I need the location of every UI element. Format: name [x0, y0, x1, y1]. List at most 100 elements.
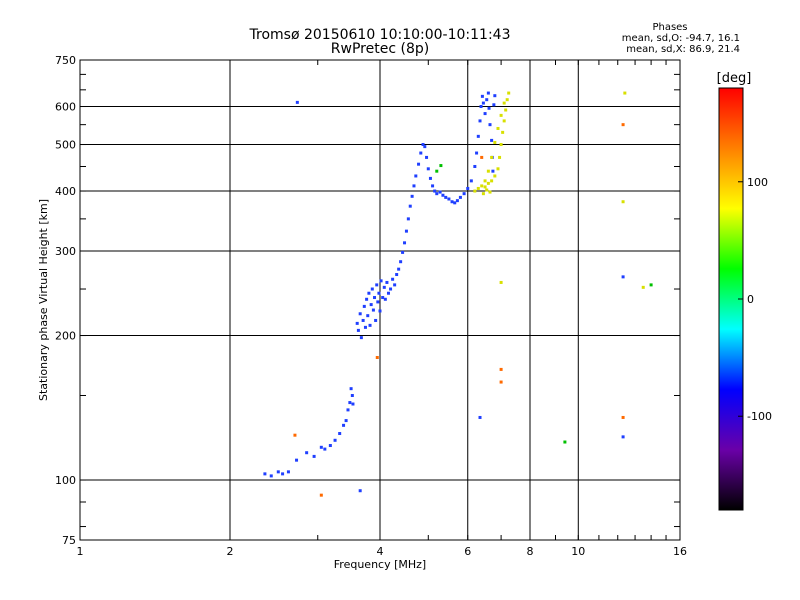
- data-point: [493, 174, 497, 178]
- grid-lines: [80, 60, 680, 540]
- data-point: [323, 447, 327, 451]
- data-point: [481, 101, 485, 105]
- data-point: [375, 355, 379, 359]
- data-point: [404, 229, 408, 233]
- data-point: [486, 169, 490, 173]
- data-point: [649, 283, 653, 287]
- data-point: [483, 179, 487, 183]
- data-point: [373, 296, 377, 300]
- data-point: [423, 145, 427, 149]
- data-point: [493, 94, 497, 98]
- data-point: [425, 155, 429, 159]
- data-point: [498, 155, 502, 159]
- data-point: [502, 101, 506, 105]
- phase-stats: Phases mean, sd,O: -94.7, 16.1 mean, sd,…: [540, 22, 740, 55]
- y-tick-label: 400: [55, 185, 76, 198]
- data-point: [473, 189, 477, 193]
- y-tick-label: 500: [55, 139, 76, 152]
- data-point: [504, 108, 508, 112]
- data-point: [286, 470, 290, 474]
- data-point: [344, 419, 348, 423]
- data-point: [401, 250, 405, 254]
- data-point: [469, 179, 473, 183]
- data-point: [438, 190, 442, 194]
- data-point: [481, 192, 485, 196]
- data-point: [476, 186, 480, 190]
- data-point: [374, 318, 378, 322]
- data-point: [450, 200, 454, 204]
- data-point: [490, 155, 494, 159]
- data-point: [492, 103, 496, 107]
- data-point: [444, 195, 448, 199]
- data-point: [458, 195, 462, 199]
- data-point: [342, 423, 346, 427]
- data-point: [293, 433, 297, 437]
- data-point: [348, 401, 352, 405]
- chart-title-line2: RwPretec (8p): [330, 41, 430, 57]
- data-point: [488, 123, 492, 127]
- data-point: [377, 291, 381, 295]
- data-point: [621, 275, 625, 279]
- data-point: [499, 380, 503, 384]
- axis-ticks: 1 2 4 6 8 10 16 75 100 200 300 400 500 600 750: [55, 54, 687, 558]
- data-point: [439, 164, 443, 168]
- data-point: [356, 328, 360, 332]
- data-point: [363, 325, 367, 329]
- x-tick-label: 6: [464, 545, 471, 558]
- data-point: [466, 186, 470, 190]
- y-tick-label: 300: [55, 245, 76, 258]
- data-point: [505, 98, 509, 102]
- data-point: [475, 151, 479, 155]
- data-point: [486, 91, 490, 95]
- data-point: [365, 297, 369, 301]
- data-point: [393, 283, 397, 287]
- data-point: [379, 279, 383, 283]
- data-points: [263, 91, 653, 497]
- y-tick-label: 200: [55, 330, 76, 343]
- data-point: [435, 192, 439, 196]
- data-point: [419, 151, 423, 155]
- data-point: [621, 200, 625, 204]
- data-point: [479, 105, 483, 109]
- data-point: [496, 167, 500, 171]
- x-tick-label: 2: [227, 545, 234, 558]
- data-point: [417, 162, 421, 166]
- data-point: [269, 474, 273, 478]
- data-point: [408, 204, 412, 208]
- y-tick-label: 100: [55, 474, 76, 487]
- data-point: [447, 197, 451, 201]
- data-point: [367, 291, 371, 295]
- data-point: [493, 140, 497, 144]
- data-point: [376, 300, 380, 304]
- data-point: [361, 318, 365, 322]
- data-point: [381, 296, 385, 300]
- data-point: [386, 291, 390, 295]
- data-point: [490, 138, 494, 142]
- x-tick-label: 10: [571, 545, 585, 558]
- data-point: [399, 260, 403, 264]
- data-point: [621, 435, 625, 439]
- data-point: [362, 304, 366, 308]
- data-point: [499, 113, 503, 117]
- data-point: [358, 312, 362, 316]
- data-point: [350, 394, 354, 398]
- data-point: [641, 285, 645, 289]
- x-tick-label: 1: [77, 545, 84, 558]
- colorbar-tick-label: 0: [747, 293, 754, 306]
- data-point: [403, 241, 407, 245]
- data-point: [414, 174, 418, 178]
- colorbar-tick-label: -100: [747, 410, 772, 423]
- data-point: [480, 155, 484, 159]
- y-axis-label: Stationary phase Virtual Height [km]: [37, 199, 50, 401]
- data-point: [478, 119, 482, 123]
- data-point: [351, 402, 355, 406]
- data-point: [480, 184, 484, 188]
- x-tick-label: 8: [527, 545, 534, 558]
- data-point: [623, 91, 627, 95]
- data-point: [433, 189, 437, 193]
- data-point: [319, 493, 323, 497]
- x-tick-label: 16: [673, 545, 687, 558]
- data-point: [406, 217, 410, 221]
- data-point: [366, 314, 370, 318]
